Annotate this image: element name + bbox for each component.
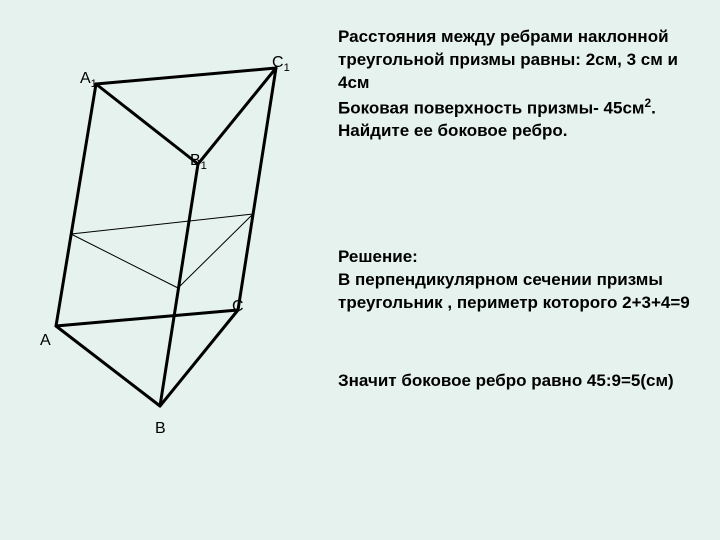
vertex-label-A1: A1 [80, 70, 97, 90]
vertex-label-C: C [232, 298, 244, 316]
vertex-label-B1: B1 [190, 152, 207, 172]
vertex-label-C1: C1 [272, 54, 290, 74]
problem-text: Расстояния между ребрами наклонной треуг… [338, 26, 698, 143]
solution-conclusion: Значит боковое ребро равно 45:9=5(см) [338, 370, 698, 393]
vertex-label-A: A [40, 332, 51, 350]
vertex-label-B: B [155, 420, 166, 438]
solution-text: Решение:В перпендикулярном сечении призм… [338, 246, 698, 315]
